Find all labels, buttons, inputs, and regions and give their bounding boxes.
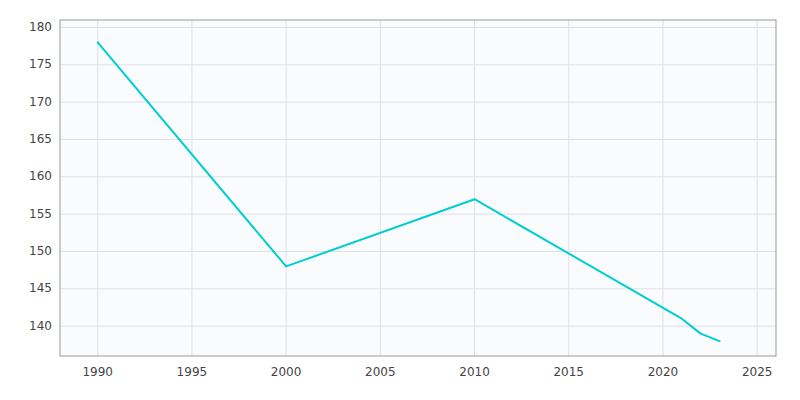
x-tick-label: 2010	[459, 365, 490, 379]
x-grid-line	[757, 20, 758, 356]
y-tick-label: 180	[29, 20, 52, 34]
y-tick-label: 160	[29, 169, 52, 183]
x-tick-label: 1995	[177, 365, 208, 379]
chart: 140 145 150 155 160 165 170 175 180 1990 1995 2000 2…	[0, 0, 800, 400]
series	[98, 42, 720, 341]
y-tick-label: 150	[29, 244, 52, 258]
x-tick-label: 1990	[82, 365, 113, 379]
y-grid-line	[60, 27, 776, 28]
x-grid-line	[662, 20, 663, 356]
plot-frame	[60, 20, 776, 356]
x-grid-line	[380, 20, 381, 356]
x-tick-label: 2020	[648, 365, 679, 379]
y-grid-line	[60, 64, 776, 65]
x-tick-label: 2025	[742, 365, 773, 379]
y-tick-label: 145	[29, 281, 52, 295]
grid	[60, 20, 776, 356]
x-tick-label: 2005	[365, 365, 396, 379]
x-grid-line	[568, 20, 569, 356]
y-tick-label: 175	[29, 57, 52, 71]
y-tick-label: 165	[29, 132, 52, 146]
x-grid-line	[191, 20, 192, 356]
x-tick-label: 2015	[553, 365, 584, 379]
x-grid-line	[286, 20, 287, 356]
y-tick-label: 170	[29, 95, 52, 109]
plot-area	[60, 20, 776, 356]
y-tick-label: 140	[29, 319, 52, 333]
y-grid-line	[60, 139, 776, 140]
y-grid-line	[60, 102, 776, 103]
x-grid-line	[474, 20, 475, 356]
y-grid-line	[60, 326, 776, 327]
axes: 140 145 150 155 160 165 170 175 180 1990 1995 2000 2…	[29, 20, 776, 379]
y-tick-label: 155	[29, 207, 52, 221]
y-grid-line	[60, 288, 776, 289]
y-grid-line	[60, 214, 776, 215]
y-grid-line	[60, 176, 776, 177]
line	[98, 42, 720, 341]
x-grid-line	[97, 20, 98, 356]
x-tick-label: 2000	[271, 365, 302, 379]
y-grid-line	[60, 251, 776, 252]
